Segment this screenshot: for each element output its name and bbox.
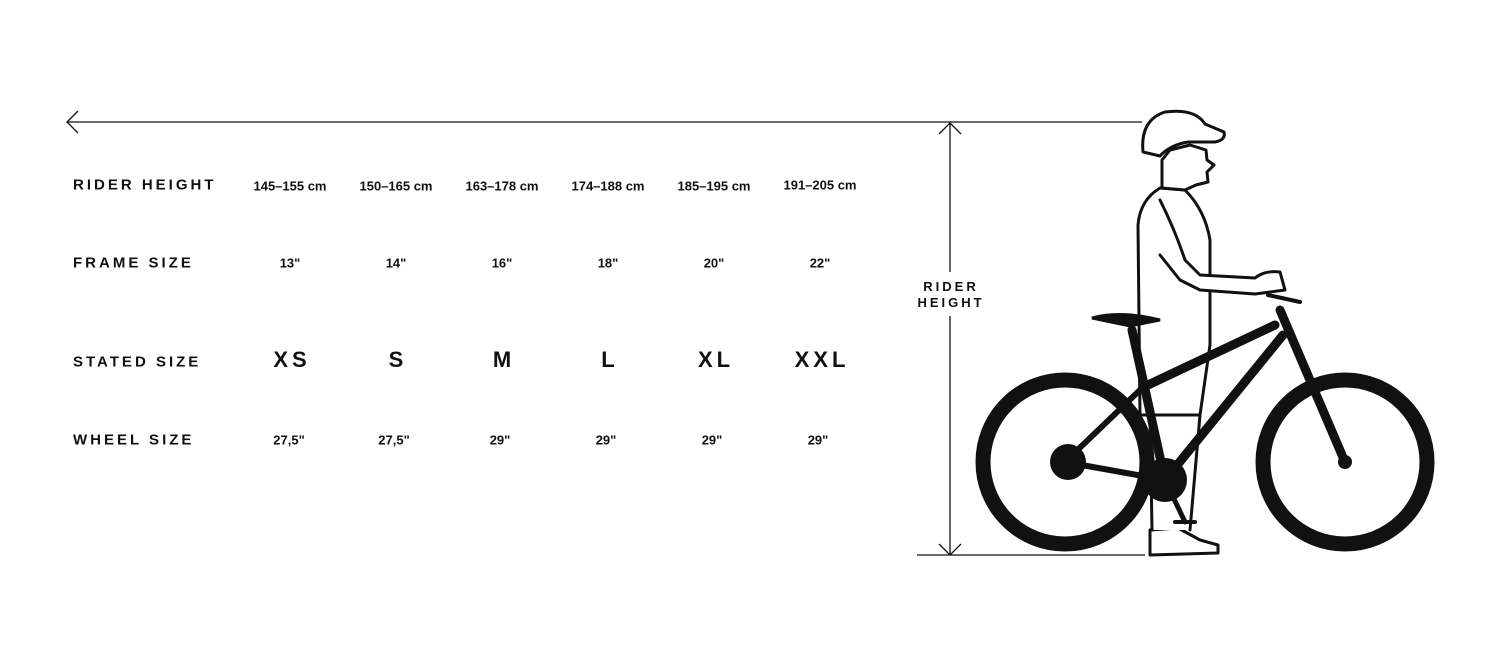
rear-wheel: [975, 372, 1155, 552]
cell: 16": [491, 255, 513, 271]
cell: 22": [809, 255, 831, 271]
cell: 163–178 cm: [465, 178, 539, 194]
row-label-stated-size: STATED SIZE: [73, 353, 202, 371]
rider-height-label-line1: RIDER: [923, 279, 979, 294]
bicycle: [975, 293, 1435, 552]
cell: 150–165 cm: [359, 178, 433, 194]
cell: 29": [489, 432, 511, 448]
cell: 18": [597, 255, 619, 271]
rider-height-label-line2: HEIGHT: [917, 295, 985, 310]
arrow-left-icon: [66, 110, 79, 134]
row-label-rider-height: RIDER HEIGHT: [73, 176, 217, 194]
cell: 29": [701, 432, 723, 448]
cell: 29": [807, 432, 829, 448]
cell: 20": [703, 255, 725, 271]
cell: 191–205 cm: [783, 177, 857, 193]
cell: 27,5": [378, 432, 410, 448]
row-label-frame-size: FRAME SIZE: [73, 254, 194, 272]
cell: S: [388, 347, 408, 372]
cell: XL: [697, 347, 735, 372]
cell: 14": [385, 255, 407, 271]
cell: L: [601, 347, 619, 372]
cell: XS: [273, 347, 311, 372]
rider-height-label: RIDER HEIGHT: [905, 279, 997, 311]
cell: XXL: [794, 347, 850, 372]
row-label-wheel-size: WHEEL SIZE: [73, 431, 195, 449]
cell: 29": [595, 432, 617, 448]
cell: 13": [279, 255, 301, 271]
cell: 174–188 cm: [571, 178, 645, 194]
cell: 145–155 cm: [253, 178, 327, 194]
cell: 27,5": [273, 432, 305, 448]
arrow-up-icon: [938, 122, 962, 135]
cell: 185–195 cm: [677, 178, 751, 194]
front-wheel: [1255, 372, 1435, 552]
cell: M: [492, 347, 516, 372]
